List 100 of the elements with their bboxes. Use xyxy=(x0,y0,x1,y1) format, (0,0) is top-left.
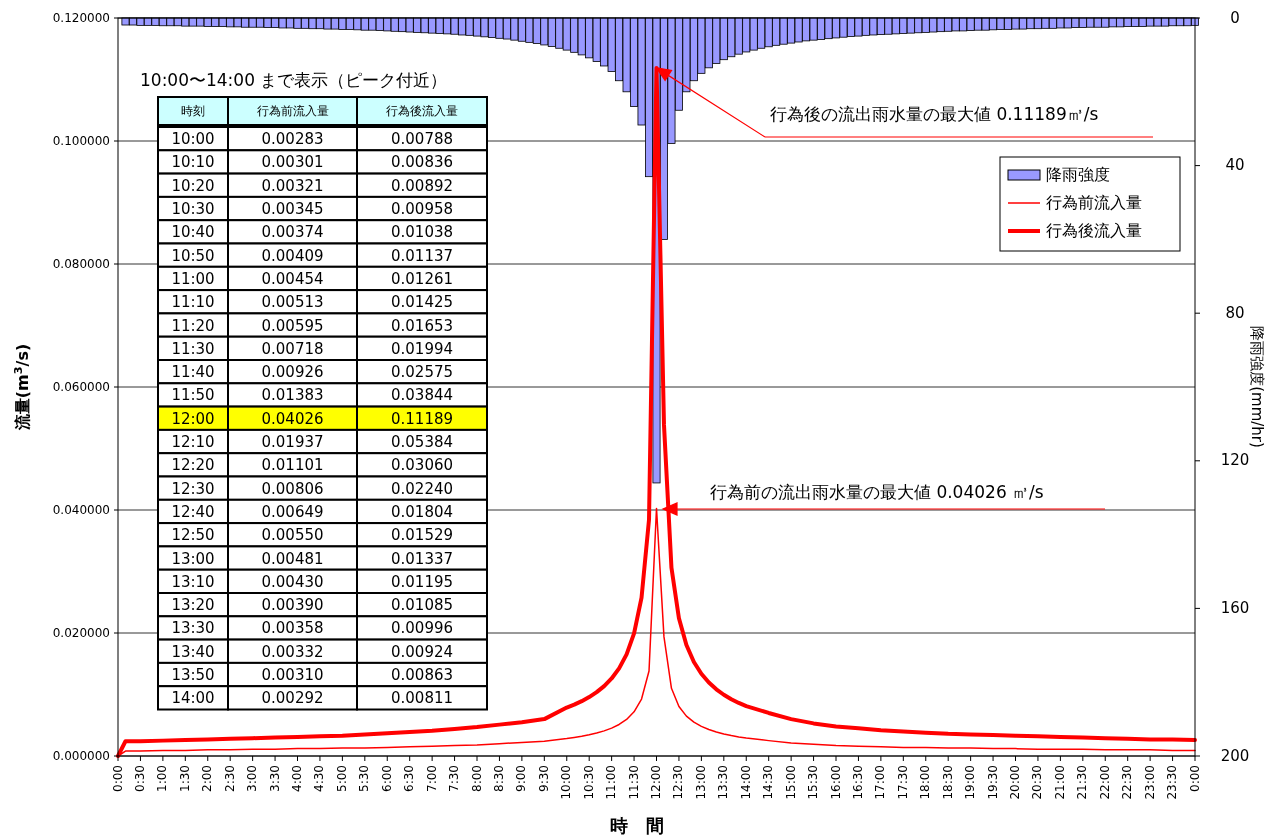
y-tick-label: 13:30 xyxy=(171,619,215,638)
x-tick-label: 2:30 xyxy=(222,765,237,792)
x-tick-label: 22:00 xyxy=(1097,765,1112,800)
x-tick-label: 1:30 xyxy=(177,765,192,792)
y-tick-label: 13:50 xyxy=(171,666,215,685)
y-tick-label: 12:30 xyxy=(171,479,215,498)
y-tick-label: 11:50 xyxy=(171,386,215,405)
data-label: 0.01195 xyxy=(390,572,454,591)
x-tick-label: 17:00 xyxy=(873,765,888,800)
y2-axis-title: 降雨強度(mm/hr) xyxy=(1248,326,1266,448)
x-tick-label: 0:00 xyxy=(110,765,125,792)
y-tick-label: 12:40 xyxy=(171,502,215,521)
data-label: 0.00811 xyxy=(390,689,454,708)
x-tick-label: 14:00 xyxy=(738,765,753,800)
data-label: 0.00924 xyxy=(390,642,454,661)
x-tick-label: 8:00 xyxy=(469,765,484,792)
y2-tick-label: 0 xyxy=(1230,8,1240,27)
y2-tick-label: 40 xyxy=(1225,156,1245,175)
x-tick-label: 21:30 xyxy=(1075,765,1090,800)
data-label: 0.01101 xyxy=(261,456,324,475)
y-tick-label: 13:20 xyxy=(171,596,215,615)
x-tick-label: 17:30 xyxy=(895,765,910,800)
data-label: 0.00892 xyxy=(390,176,454,195)
data-label: 0.00301 xyxy=(261,153,324,172)
x-tick-label: 11:30 xyxy=(626,765,641,800)
data-label: 0.00283 xyxy=(261,130,324,149)
x-tick-label: 1:00 xyxy=(155,765,170,792)
x-tick-label: 16:00 xyxy=(828,765,843,800)
data-label: 0.01261 xyxy=(390,269,454,288)
x-tick-label: 13:00 xyxy=(693,765,708,800)
x-tick-label: 4:30 xyxy=(312,765,327,792)
data-label: 0.00292 xyxy=(261,689,324,708)
y-tick-label: 0.000000 xyxy=(52,748,110,763)
y-tick-label: 12:10 xyxy=(171,433,215,452)
y-tick-label: 11:40 xyxy=(171,363,215,382)
y-tick-label: 11:20 xyxy=(171,316,215,335)
x-tick-label: 18:30 xyxy=(940,765,955,800)
chart-title: 10:00〜14:00 まで表示（ピーク付近） xyxy=(140,70,448,90)
x-tick-label: 20:30 xyxy=(1030,765,1045,800)
x-tick-label: 19:00 xyxy=(963,765,978,800)
x-tick-label: 11:00 xyxy=(604,765,619,800)
x-tick-label: 23:00 xyxy=(1142,765,1157,800)
data-label: 0.00926 xyxy=(261,363,324,382)
x-axis-title: 時 間 xyxy=(609,815,664,836)
x-tick-label: 18:00 xyxy=(918,765,933,800)
x-tick-label: 3:30 xyxy=(267,765,282,792)
data-label: 0.00390 xyxy=(261,596,324,615)
data-label: 0.00345 xyxy=(261,200,324,219)
y-tick-label: 0.120000 xyxy=(52,10,110,25)
y-tick-label: 12:50 xyxy=(171,526,215,545)
x-tick-label: 15:30 xyxy=(806,765,821,800)
annotation: 行為後の流出雨水量の最大値 0.11189㎥/s xyxy=(770,104,1099,124)
y-tick-label: 13:00 xyxy=(171,549,215,568)
data-label: 0.00513 xyxy=(261,293,324,312)
y-tick-label: 13:10 xyxy=(171,572,215,591)
data-label: 0.01937 xyxy=(261,433,324,452)
y-tick-label: 10:40 xyxy=(171,223,215,242)
data-label: 0.11189 xyxy=(390,409,454,428)
data-label: 0.00958 xyxy=(390,200,454,219)
x-tick-label: 6:30 xyxy=(402,765,417,792)
data-label: 0.00454 xyxy=(261,269,324,288)
y-tick-label: 10:50 xyxy=(171,246,215,265)
data-label: 0.00409 xyxy=(261,246,324,265)
x-tick-label: 9:30 xyxy=(536,765,551,792)
y2-tick-label: 160 xyxy=(1220,598,1250,617)
x-tick-label: 16:30 xyxy=(850,765,865,800)
data-label: 0.00718 xyxy=(261,339,324,358)
y-tick-label: 12:00 xyxy=(171,409,215,428)
data-label: 0.01529 xyxy=(390,526,454,545)
x-tick-label: 21:00 xyxy=(1052,765,1067,800)
data-label: 0.00358 xyxy=(261,619,324,638)
data-label: 0.00788 xyxy=(390,130,454,149)
legend-label: 行為後流入量 xyxy=(1046,220,1142,240)
x-tick-label: 20:00 xyxy=(1008,765,1022,800)
y-tick-label: 11:30 xyxy=(171,339,215,358)
x-tick-label: 10:30 xyxy=(581,765,596,800)
x-tick-label: 13:30 xyxy=(716,765,731,800)
y-axis-title: 時刻 xyxy=(181,103,205,118)
data-label: 0.01337 xyxy=(390,549,454,568)
y2-tick-label: 200 xyxy=(1220,746,1250,765)
x-tick-label: 12:30 xyxy=(671,765,686,800)
data-label: 0.01038 xyxy=(390,223,454,242)
data-label: 0.01994 xyxy=(390,339,454,358)
data-label: 0.00595 xyxy=(261,316,324,335)
x-tick-label: 19:30 xyxy=(985,765,1000,800)
x-tick-label: 0:00 xyxy=(1187,765,1202,792)
data-label: 0.00430 xyxy=(261,572,324,591)
data-label: 0.00550 xyxy=(261,526,324,545)
data-label: 0.01804 xyxy=(390,502,454,521)
y-tick-label: 0.080000 xyxy=(52,256,110,271)
x-tick-label: 5:00 xyxy=(334,765,349,792)
y-tick-label: 11:10 xyxy=(171,293,215,312)
data-label: 0.05384 xyxy=(390,433,454,452)
x-tick-label: 4:00 xyxy=(290,765,304,792)
data-label: 0.01383 xyxy=(261,386,324,405)
x-tick-label: 22:30 xyxy=(1120,765,1135,800)
x-tick-label: 0:30 xyxy=(132,765,147,792)
data-label: 0.00996 xyxy=(390,619,454,638)
legend-label: 行為前流入量 xyxy=(1046,192,1142,212)
y-tick-label: 0.100000 xyxy=(52,133,110,148)
